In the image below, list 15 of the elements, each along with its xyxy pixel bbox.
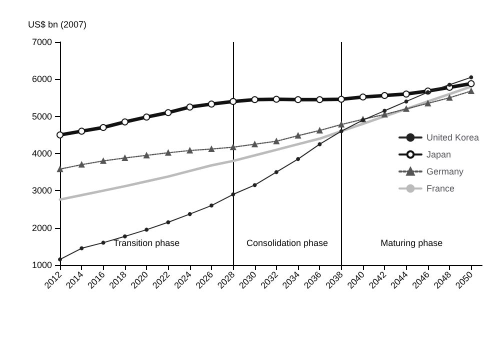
legend-label: Japan [426,150,451,160]
y-tick-label: 7000 [32,37,52,47]
annotation: Transition phase [113,238,180,248]
annotation: Maturing phase [380,238,443,248]
legend-label: United Korea [426,132,480,142]
y-tick-label: 5000 [32,111,52,122]
y-tick-label: 2000 [32,222,52,233]
y-tick-label: 6000 [32,74,52,84]
annotation: Consolidation phase [246,238,328,248]
legend-label: France [426,184,454,194]
y-tick-label: 4000 [32,148,52,158]
legend-label: Germany [426,166,464,176]
y-tick-label: 1000 [32,260,52,270]
y-axis-title: US$ bn (2007) [28,20,87,30]
y-tick-label: 3000 [32,186,52,196]
